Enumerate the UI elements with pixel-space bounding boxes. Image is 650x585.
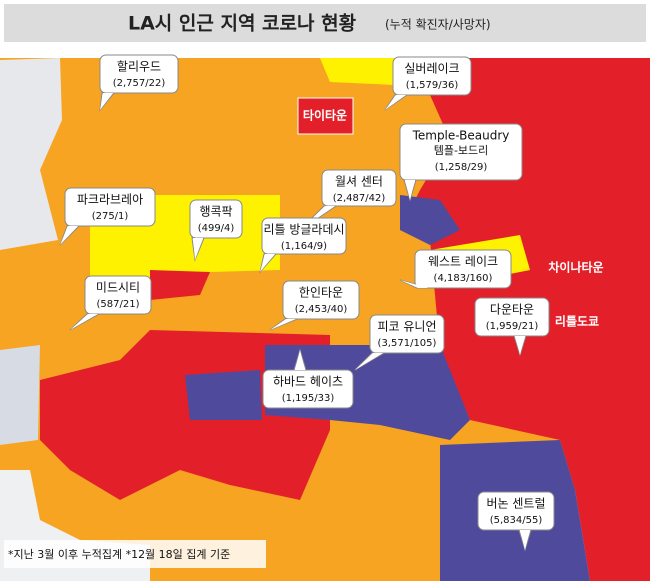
callout-name: 피코 유니언	[377, 320, 436, 334]
callout: 미드시티 (587/21)	[69, 275, 152, 331]
callout-counts: (1,959/21)	[486, 321, 539, 332]
callout-pointer-join	[193, 238, 203, 260]
callout: 버논 센트럴 (5,834/55)	[477, 491, 555, 552]
callout-pointer-join	[385, 95, 406, 110]
callout-pointer-join	[295, 350, 305, 370]
callout-box	[64, 187, 156, 227]
region	[297, 97, 354, 135]
region	[0, 345, 40, 445]
callout-box	[282, 280, 360, 320]
callout-name: 한인타운	[299, 286, 343, 300]
callout-name: 할리우드	[117, 60, 161, 74]
callout-counts: (1,195/33)	[282, 393, 335, 404]
callout-counts: (2,757/22)	[113, 78, 166, 89]
region	[185, 370, 262, 420]
region	[265, 345, 470, 440]
callout-box	[414, 249, 512, 289]
callout: 웨스트 레이크 (4,183/160)	[399, 249, 512, 289]
callout-box	[477, 491, 555, 531]
callout-pointer-join	[100, 93, 113, 110]
map-label: 차이나타운	[548, 260, 603, 275]
callout-counts: (1,258/29)	[435, 162, 488, 173]
callout: 다운타운 (1,959/21)	[474, 297, 550, 357]
callout-box	[189, 199, 243, 239]
callout: 파크라브레아 (275/1)	[59, 187, 156, 246]
title-bar	[4, 4, 646, 42]
callout-name: 하바드 헤이츠	[273, 375, 343, 389]
callout-counts: (5,834/55)	[490, 515, 543, 526]
callout-box	[99, 54, 179, 94]
callout-name: 파크라브레아	[77, 193, 143, 207]
subtitle: (누적 확진자/사망자)	[385, 18, 491, 32]
callout-box	[392, 56, 472, 96]
callout-name: 월셔 센터	[335, 175, 383, 189]
callout-box	[321, 169, 397, 207]
callout: 리틀 방글라데시 (1,164/9)	[259, 217, 347, 274]
callout: 한인타운 (2,453/40)	[269, 280, 360, 331]
callout-pointer-join	[405, 180, 415, 200]
callout: 하바드 헤이츠 (1,195/33)	[262, 348, 354, 409]
title: LA시 인근 지역 코로나 현황	[128, 12, 357, 35]
callout-counts: (1,579/36)	[406, 80, 459, 91]
callout-box	[399, 123, 523, 181]
callout-counts: (2,487/42)	[333, 193, 386, 204]
callout-pointer-join	[520, 530, 530, 550]
callout-counts: (3,571/105)	[378, 338, 437, 349]
region	[0, 58, 62, 250]
callout-box	[369, 314, 445, 354]
callout-subname: 템플-보드리	[434, 144, 489, 157]
callout: 행콕팍 (499/4)	[189, 199, 243, 262]
callout-name: 미드시티	[96, 281, 140, 295]
footnote: *지난 3월 이후 누적집계 *12월 18일 집계 기준	[8, 547, 230, 561]
callout: 피코 유니언 (3,571/105)	[354, 314, 445, 371]
callout-name: 웨스트 레이크	[428, 255, 498, 269]
callout-box	[474, 297, 550, 337]
callout-name: Temple-Beaudry	[412, 129, 510, 143]
callout-name: 리틀 방글라데시	[263, 223, 344, 237]
callout-pointer-join	[270, 319, 296, 330]
callout-pointer-join	[260, 254, 275, 272]
callout-name: 버논 센트럴	[486, 497, 545, 511]
callout-pointer-join	[400, 280, 428, 288]
callout-name: 다운타운	[490, 303, 534, 317]
callout-box	[262, 369, 354, 409]
callout-box	[84, 275, 152, 315]
callout: 할리우드 (2,757/22)	[99, 54, 179, 112]
region	[150, 270, 210, 300]
callout-pointer-join	[355, 353, 383, 370]
callout-name: 행콕팍	[199, 204, 232, 219]
region	[400, 195, 460, 245]
callout-pointer-join	[70, 314, 98, 330]
callout: 실버레이크 (1,579/36)	[384, 56, 472, 111]
map-label: 리틀도쿄	[555, 314, 599, 329]
callout-box	[261, 217, 347, 255]
callout-pointer-join	[60, 226, 78, 245]
footnote-bg	[4, 540, 266, 568]
map-label: 타이타운	[303, 108, 347, 123]
callout-counts: (499/4)	[198, 223, 235, 234]
callout-counts: (275/1)	[92, 211, 129, 222]
callout-pointer-join	[515, 336, 525, 355]
region	[320, 58, 400, 85]
callout-counts: (2,453/40)	[295, 304, 348, 315]
callout-name: 실버레이크	[404, 62, 459, 76]
callout-counts: (4,183/160)	[434, 273, 493, 284]
callout-counts: (1,164/9)	[281, 241, 327, 252]
callout-counts: (587/21)	[97, 299, 140, 310]
